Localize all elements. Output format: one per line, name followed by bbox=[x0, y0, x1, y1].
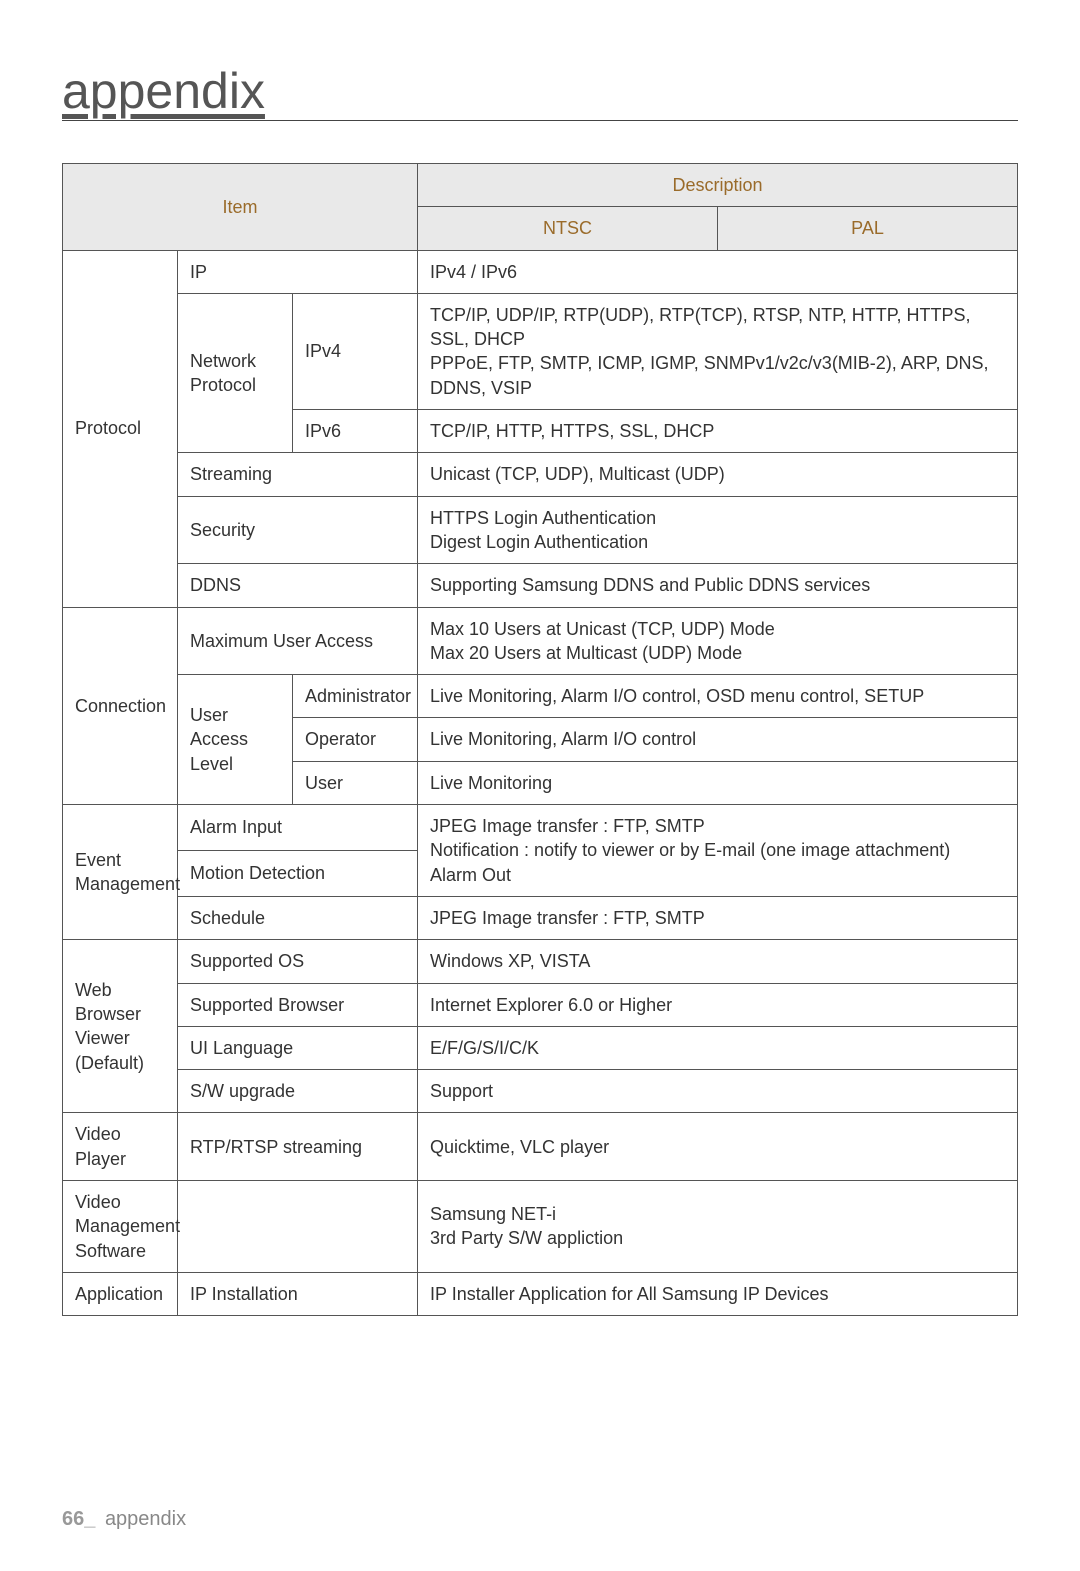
value-ipv4: TCP/IP, UDP/IP, RTP(UDP), RTP(TCP), RTSP… bbox=[418, 293, 1018, 409]
value-supported-browser: Internet Explorer 6.0 or Higher bbox=[418, 983, 1018, 1026]
spec-table: Item Description NTSC PAL Protocol IP IP… bbox=[62, 163, 1018, 1316]
title-wrap: appendix bbox=[62, 62, 1018, 121]
table-row: Video Management Software Samsung NET-i3… bbox=[63, 1181, 1018, 1273]
table-row: Protocol IP IPv4 / IPv6 bbox=[63, 250, 1018, 293]
table-row: Network Protocol IPv4 TCP/IP, UDP/IP, RT… bbox=[63, 293, 1018, 409]
label-ip: IP bbox=[178, 250, 418, 293]
table-row: Schedule JPEG Image transfer : FTP, SMTP bbox=[63, 896, 1018, 939]
label-user-access-level: User Access Level bbox=[178, 675, 293, 805]
table-row: Web Browser Viewer (Default) Supported O… bbox=[63, 940, 1018, 983]
value-security: HTTPS Login AuthenticationDigest Login A… bbox=[418, 496, 1018, 564]
label-rtp-rtsp: RTP/RTSP streaming bbox=[178, 1113, 418, 1181]
group-vms: Video Management Software bbox=[63, 1181, 178, 1273]
value-max-user: Max 10 Users at Unicast (TCP, UDP) ModeM… bbox=[418, 607, 1018, 675]
table-row: UI Language E/F/G/S/I/C/K bbox=[63, 1026, 1018, 1069]
table-row: Video Player RTP/RTSP streaming Quicktim… bbox=[63, 1113, 1018, 1181]
value-video-player: Quicktime, VLC player bbox=[418, 1113, 1018, 1181]
group-video-player: Video Player bbox=[63, 1113, 178, 1181]
page-title: appendix bbox=[62, 63, 265, 119]
label-ipv6: IPv6 bbox=[293, 410, 418, 453]
header-description: Description bbox=[418, 164, 1018, 207]
value-ipv6: TCP/IP, HTTP, HTTPS, SSL, DHCP bbox=[418, 410, 1018, 453]
group-application: Application bbox=[63, 1272, 178, 1315]
table-row: Supported Browser Internet Explorer 6.0 … bbox=[63, 983, 1018, 1026]
label-max-user: Maximum User Access bbox=[178, 607, 418, 675]
label-supported-browser: Supported Browser bbox=[178, 983, 418, 1026]
label-sw-upgrade: S/W upgrade bbox=[178, 1070, 418, 1113]
value-schedule: JPEG Image transfer : FTP, SMTP bbox=[418, 896, 1018, 939]
header-ntsc: NTSC bbox=[418, 207, 718, 250]
table-row: User Access Level Administrator Live Mon… bbox=[63, 675, 1018, 718]
label-network-protocol: Network Protocol bbox=[178, 293, 293, 452]
value-streaming: Unicast (TCP, UDP), Multicast (UDP) bbox=[418, 453, 1018, 496]
label-administrator: Administrator bbox=[293, 675, 418, 718]
page: appendix Item Description NTSC PAL Proto… bbox=[0, 0, 1080, 1571]
group-event: Event Management bbox=[63, 805, 178, 940]
page-footer: 66_ appendix bbox=[62, 1508, 186, 1531]
table-row: S/W upgrade Support bbox=[63, 1070, 1018, 1113]
label-schedule: Schedule bbox=[178, 896, 418, 939]
label-ipv4: IPv4 bbox=[293, 293, 418, 409]
value-alarm-motion: JPEG Image transfer : FTP, SMTPNotificat… bbox=[418, 805, 1018, 897]
value-operator: Live Monitoring, Alarm I/O control bbox=[418, 718, 1018, 761]
header-item: Item bbox=[63, 164, 418, 251]
group-protocol: Protocol bbox=[63, 250, 178, 607]
value-ip: IPv4 / IPv6 bbox=[418, 250, 1018, 293]
header-pal: PAL bbox=[718, 207, 1018, 250]
label-alarm-input: Alarm Input bbox=[178, 805, 418, 851]
label-security: Security bbox=[178, 496, 418, 564]
table-row: DDNS Supporting Samsung DDNS and Public … bbox=[63, 564, 1018, 607]
label-supported-os: Supported OS bbox=[178, 940, 418, 983]
table-row: Streaming Unicast (TCP, UDP), Multicast … bbox=[63, 453, 1018, 496]
group-connection: Connection bbox=[63, 607, 178, 804]
label-vms-sub bbox=[178, 1181, 418, 1273]
table-header-row: Item Description bbox=[63, 164, 1018, 207]
footer-text: appendix bbox=[105, 1508, 186, 1530]
value-user: Live Monitoring bbox=[418, 761, 1018, 804]
table-row: Connection Maximum User Access Max 10 Us… bbox=[63, 607, 1018, 675]
label-operator: Operator bbox=[293, 718, 418, 761]
value-supported-os: Windows XP, VISTA bbox=[418, 940, 1018, 983]
table-row: Event Management Alarm Input JPEG Image … bbox=[63, 805, 1018, 851]
value-administrator: Live Monitoring, Alarm I/O control, OSD … bbox=[418, 675, 1018, 718]
page-number: 66_ bbox=[62, 1508, 95, 1530]
label-user: User bbox=[293, 761, 418, 804]
label-motion-detection: Motion Detection bbox=[178, 850, 418, 896]
value-application: IP Installer Application for All Samsung… bbox=[418, 1272, 1018, 1315]
label-ddns: DDNS bbox=[178, 564, 418, 607]
table-row: Application IP Installation IP Installer… bbox=[63, 1272, 1018, 1315]
group-webviewer: Web Browser Viewer (Default) bbox=[63, 940, 178, 1113]
table-row: Security HTTPS Login AuthenticationDiges… bbox=[63, 496, 1018, 564]
value-ddns: Supporting Samsung DDNS and Public DDNS … bbox=[418, 564, 1018, 607]
value-vms: Samsung NET-i3rd Party S/W appliction bbox=[418, 1181, 1018, 1273]
label-ui-language: UI Language bbox=[178, 1026, 418, 1069]
label-ip-installation: IP Installation bbox=[178, 1272, 418, 1315]
value-sw-upgrade: Support bbox=[418, 1070, 1018, 1113]
label-streaming: Streaming bbox=[178, 453, 418, 496]
value-ui-language: E/F/G/S/I/C/K bbox=[418, 1026, 1018, 1069]
